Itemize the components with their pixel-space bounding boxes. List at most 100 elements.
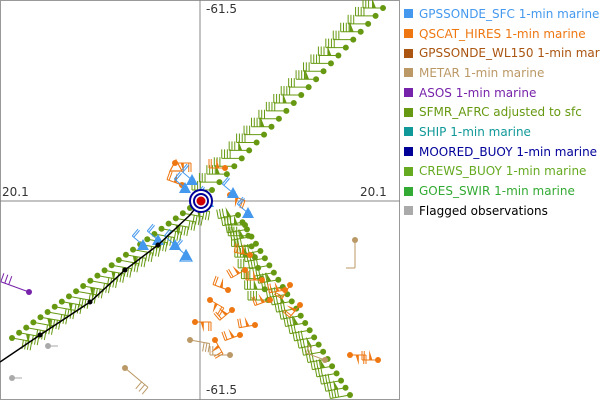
barb-flag	[236, 237, 240, 247]
barb-flag	[218, 307, 225, 317]
legend-item[interactable]: METAR 1-min marine	[404, 63, 600, 83]
barb-flag	[148, 225, 155, 233]
legend-item[interactable]: GPSSONDE_SFC 1-min marine	[404, 4, 600, 24]
legend-label: ASOS 1-min marine	[419, 85, 537, 100]
longitude-label-top: -61.5	[206, 2, 238, 16]
map-plot-area[interactable]: -61.5 -61.5 20.1 20.1	[0, 0, 400, 400]
station-dot	[30, 319, 37, 326]
qscat-barb	[245, 270, 265, 283]
barb-flag	[192, 215, 195, 225]
barb-staff	[11, 337, 32, 342]
barb-staff	[0, 281, 30, 293]
sfmr-barb	[58, 298, 83, 315]
sfmr-barb	[273, 92, 297, 106]
legend-item[interactable]: CREWS_BUOY 1-min marine	[404, 162, 600, 182]
barb-flag	[239, 237, 243, 247]
station-dot	[287, 282, 293, 288]
gpssonde-barb	[173, 171, 188, 191]
barb-flag	[291, 316, 295, 326]
sfmr-barb	[347, 14, 372, 27]
barb-flag	[300, 330, 304, 340]
barb-flag	[238, 198, 245, 206]
qscat-barb	[347, 352, 367, 365]
barb-flag	[319, 375, 322, 385]
barb-flag	[202, 342, 205, 352]
barb-flag	[92, 287, 96, 297]
station-dot	[94, 272, 101, 279]
station-dot	[151, 231, 158, 237]
legend-item[interactable]: GPSSONDE_WL150 1-min marine	[404, 43, 600, 63]
legend-label: Flagged observations	[419, 203, 548, 218]
station-dot	[130, 246, 137, 253]
barb-flag	[233, 243, 237, 253]
sfmr-barb	[250, 116, 275, 130]
sfmr-barb	[325, 38, 349, 51]
barb-pennant	[238, 140, 243, 151]
sfmr-barb	[227, 226, 252, 239]
station-dot	[115, 257, 122, 263]
station-dot	[298, 92, 305, 99]
qscat-barb	[233, 243, 253, 258]
barb-flag	[301, 346, 304, 356]
station-dot	[282, 287, 288, 293]
legend-item[interactable]: ASOS 1-min marine	[404, 83, 600, 103]
barb-flag	[273, 293, 283, 300]
legend-item[interactable]: SHIP 1-min marine	[404, 122, 600, 142]
barb-flag	[79, 304, 83, 315]
legend-item[interactable]: Flagged observations	[404, 201, 600, 221]
station-dot	[245, 210, 251, 216]
station-dot	[365, 20, 372, 27]
barb-staff	[306, 352, 326, 361]
barb-staff	[19, 332, 39, 337]
barb-flag	[328, 389, 331, 399]
qscat-barb	[207, 297, 225, 317]
barb-flag	[272, 295, 276, 305]
station-dot	[297, 312, 304, 319]
barb-flag	[78, 298, 81, 308]
storm-center-dot	[196, 196, 206, 206]
barb-flag	[81, 298, 84, 308]
barb-flag	[324, 374, 328, 384]
legend-label: GPSSONDE_SFC 1-min marine	[419, 6, 600, 21]
barb-flag	[288, 316, 292, 326]
legend-swatch	[404, 206, 413, 216]
sfmr-barb	[319, 373, 345, 385]
barb-flag	[274, 303, 278, 313]
qscat-barb	[361, 350, 381, 363]
track-point	[87, 299, 93, 305]
station-dot	[297, 302, 303, 308]
sfmr-barb	[295, 69, 320, 83]
station-dot	[122, 251, 129, 258]
barb-pennant	[332, 379, 339, 390]
longitude-label-bottom: -61.5	[206, 383, 238, 397]
legend-item[interactable]: GOES_SWIR 1-min marine	[404, 181, 600, 201]
legend-swatch	[404, 48, 413, 58]
qscat-barb	[282, 302, 303, 318]
barb-pennant	[260, 116, 265, 127]
barb-flag	[318, 359, 322, 369]
legend-item[interactable]: MOORED_BUOY 1-min marine	[404, 142, 600, 162]
barb-flag	[214, 276, 219, 286]
barb-flag	[322, 374, 325, 384]
barb-staff	[97, 275, 118, 280]
barb-pennant	[90, 287, 95, 298]
station-dot	[257, 248, 264, 254]
barb-flag	[299, 338, 303, 348]
legend-item[interactable]: SFMR_AFRC adjusted to sfc	[404, 102, 600, 122]
legend-swatch	[404, 88, 413, 98]
barb-staff	[68, 295, 89, 301]
sfmr-barb	[16, 329, 40, 346]
barb-flag	[173, 171, 181, 180]
barb-flag	[295, 331, 298, 341]
sfmr-barb	[122, 251, 147, 268]
station-dot	[261, 131, 268, 138]
station-dot	[275, 115, 282, 122]
station-dot	[155, 237, 161, 243]
observation-map[interactable]	[0, 0, 400, 400]
barb-pennant	[210, 344, 220, 353]
barb-pennant	[327, 45, 332, 56]
legend-item[interactable]: QSCAT_HIRES 1-min marine	[404, 24, 600, 44]
station-dot	[9, 375, 15, 381]
barb-pennant	[200, 322, 204, 332]
barb-flag	[216, 209, 219, 219]
